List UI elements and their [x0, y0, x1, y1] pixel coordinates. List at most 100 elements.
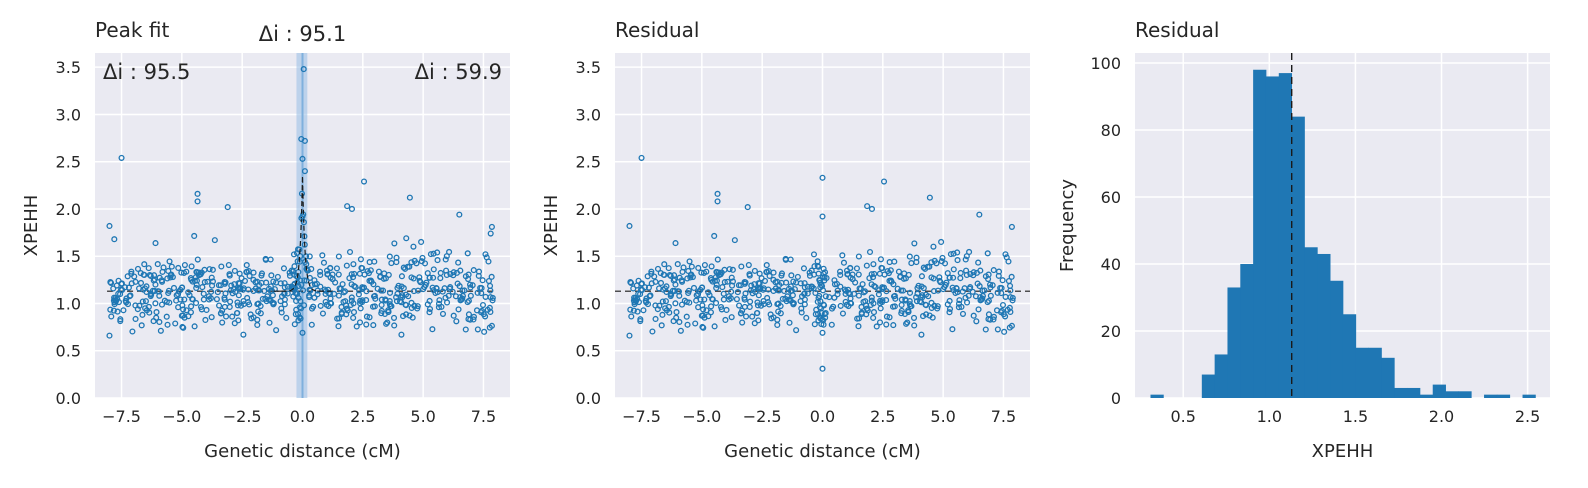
- data-point: [754, 299, 761, 306]
- data-point: [342, 288, 349, 295]
- data-point: [386, 253, 393, 260]
- data-point: [189, 295, 196, 303]
- data-point: [700, 324, 707, 331]
- data-point: [434, 257, 441, 264]
- data-point: [114, 308, 121, 315]
- data-point: [936, 274, 943, 281]
- data-point: [219, 319, 226, 326]
- data-point: [437, 275, 444, 282]
- data-point: [473, 307, 481, 314]
- data-point: [632, 295, 639, 302]
- data-point: [152, 240, 159, 247]
- data-point: [724, 278, 731, 285]
- data-point: [876, 287, 883, 294]
- data-point: [975, 259, 982, 266]
- data-point: [479, 302, 487, 309]
- data-point: [950, 274, 957, 281]
- data-point: [884, 268, 891, 275]
- histogram-bar: [1317, 253, 1331, 398]
- data-point: [350, 261, 357, 268]
- data-point: [179, 323, 186, 331]
- data-point: [350, 314, 357, 321]
- x-tick-label: 5.0: [930, 407, 955, 426]
- data-point: [335, 315, 343, 322]
- data-point: [291, 321, 298, 328]
- data-point: [238, 275, 245, 282]
- data-point: [701, 262, 708, 269]
- data-point: [380, 287, 387, 294]
- data-point: [863, 262, 870, 269]
- data-point: [728, 314, 735, 321]
- data-point: [736, 302, 743, 309]
- data-point: [488, 322, 495, 329]
- data-point: [284, 283, 291, 290]
- data-point: [331, 290, 338, 297]
- data-point: [165, 289, 172, 297]
- peak-fit-curve: [273, 175, 332, 292]
- data-point: [804, 283, 811, 290]
- data-point: [356, 287, 363, 294]
- data-point: [378, 310, 385, 317]
- data-point: [426, 305, 434, 313]
- data-point: [138, 322, 145, 329]
- y-tick-label: 3.5: [576, 58, 601, 77]
- data-point: [719, 284, 726, 291]
- data-point: [683, 313, 690, 320]
- data-point: [939, 254, 946, 261]
- data-point: [393, 254, 400, 261]
- data-point: [243, 262, 250, 269]
- data-point: [810, 251, 818, 258]
- data-point: [356, 319, 364, 326]
- data-point: [843, 301, 850, 308]
- data-point: [672, 281, 679, 288]
- data-point: [403, 235, 410, 242]
- data-point: [890, 293, 898, 300]
- data-point: [297, 315, 304, 322]
- data-point: [152, 300, 159, 307]
- data-point: [747, 298, 754, 305]
- data-point: [384, 319, 391, 326]
- data-point: [355, 291, 362, 298]
- data-point: [751, 320, 758, 327]
- data-point: [467, 284, 474, 291]
- data-point: [229, 313, 236, 320]
- data-point: [317, 271, 324, 279]
- data-point: [755, 292, 762, 299]
- data-point: [487, 287, 494, 294]
- y-tick-label: 1.0: [56, 294, 81, 313]
- data-point: [793, 279, 800, 286]
- data-point: [273, 279, 280, 286]
- data-point: [419, 254, 426, 261]
- data-point: [194, 198, 201, 205]
- data-point: [443, 299, 451, 306]
- data-point: [465, 275, 472, 283]
- data-point: [281, 284, 288, 291]
- data-point: [408, 299, 415, 306]
- data-point: [391, 322, 398, 329]
- data-point: [465, 297, 472, 304]
- data-point: [709, 295, 716, 303]
- data-point: [743, 313, 750, 320]
- panel-title: Residual: [1135, 18, 1219, 42]
- data-point: [169, 274, 176, 281]
- histogram-bar: [1445, 391, 1459, 398]
- data-point: [737, 310, 744, 317]
- data-point: [306, 253, 313, 260]
- x-tick-label: 7.5: [471, 407, 496, 426]
- data-point: [973, 318, 980, 325]
- data-point: [923, 302, 930, 309]
- data-point: [226, 272, 233, 279]
- data-point: [357, 256, 364, 263]
- data-point: [708, 303, 715, 310]
- data-point: [790, 278, 797, 285]
- data-point: [871, 270, 878, 277]
- data-point: [223, 313, 230, 320]
- data-point: [329, 271, 336, 278]
- data-point: [657, 270, 664, 277]
- data-point: [311, 294, 318, 301]
- data-point: [177, 296, 184, 303]
- data-point: [266, 319, 273, 326]
- data-point: [695, 264, 702, 271]
- data-point: [797, 298, 804, 305]
- data-point: [112, 295, 119, 302]
